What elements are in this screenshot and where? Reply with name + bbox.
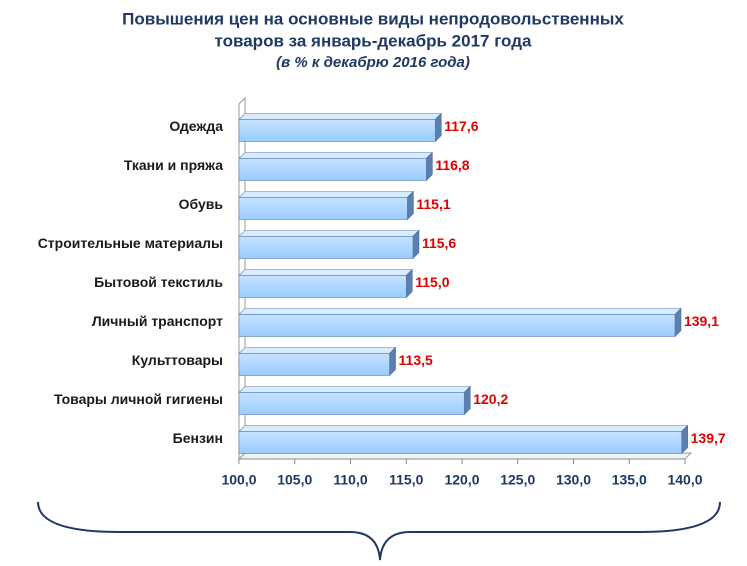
y-tick-label: Личный транспорт	[92, 313, 223, 329]
value-label: 117,6	[444, 118, 478, 134]
y-tick-label: Обувь	[179, 196, 224, 212]
value-label: 115,0	[415, 274, 449, 290]
x-tick-label: 120,0	[444, 472, 479, 488]
x-tick-label: 115,0	[389, 472, 423, 488]
chart-title: Повышения цен на основные виды непродово…	[122, 9, 624, 28]
x-tick-label: 135,0	[612, 472, 647, 488]
bar	[238, 190, 415, 221]
chart-title: товаров за январь-декабрь 2017 года	[215, 31, 532, 50]
x-tick-label: 140,0	[667, 472, 702, 488]
bar	[238, 268, 413, 299]
y-tick-label: Товары личной гигиены	[54, 391, 223, 407]
x-tick-label: 125,0	[500, 472, 535, 488]
bar	[238, 307, 682, 338]
bar	[238, 112, 442, 143]
y-tick-label: Строительные материалы	[38, 235, 223, 251]
y-tick-label: Ткани и пряжа	[124, 157, 223, 173]
y-tick-label: Бензин	[173, 430, 223, 446]
bar	[238, 229, 420, 260]
value-label: 115,1	[416, 196, 450, 212]
value-label: 116,8	[435, 157, 469, 173]
value-label: 139,1	[684, 313, 719, 329]
brace	[37, 501, 721, 561]
bar	[238, 151, 434, 182]
y-tick-label: Культтовары	[132, 352, 223, 368]
x-tick-label: 100,0	[221, 472, 256, 488]
x-tick-label: 105,0	[277, 472, 312, 488]
value-label: 115,6	[422, 235, 456, 251]
y-tick-label: Одежда	[169, 118, 223, 134]
value-label: 139,7	[691, 430, 726, 446]
bar	[238, 424, 689, 455]
floor	[237, 452, 693, 460]
value-label: 120,2	[473, 391, 508, 407]
value-label: 113,5	[399, 352, 433, 368]
bar	[238, 346, 397, 377]
x-tick-label: 130,0	[556, 472, 591, 488]
bar	[238, 385, 471, 416]
y-tick-label: Бытовой текстиль	[94, 274, 223, 290]
x-tick-label: 110,0	[333, 472, 367, 488]
chart-subtitle: (в % к декабрю 2016 года)	[276, 54, 470, 71]
